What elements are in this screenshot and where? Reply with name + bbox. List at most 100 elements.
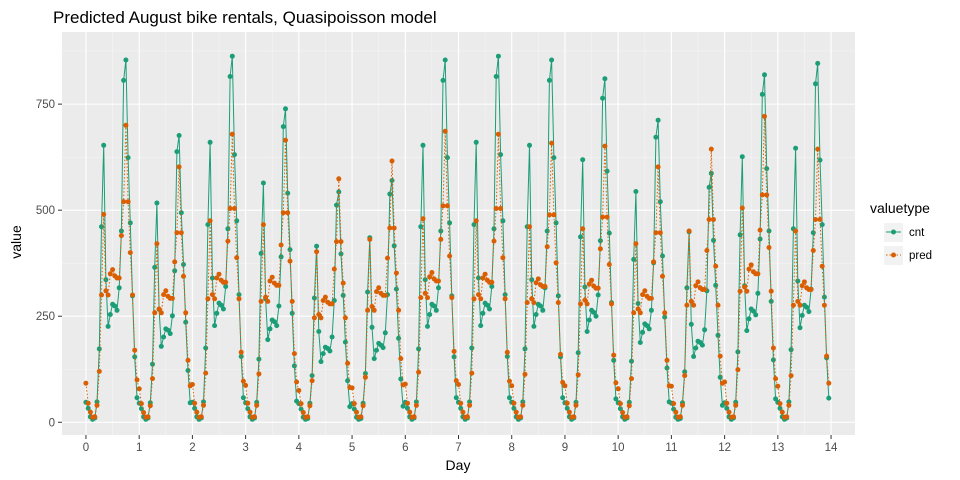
legend-key-pred: pred — [884, 246, 932, 265]
data-point-pred — [287, 258, 293, 264]
data-point-pred — [265, 298, 271, 304]
data-point-pred — [254, 402, 260, 408]
data-point-cnt — [757, 236, 763, 242]
data-point-cnt — [646, 326, 652, 332]
data-point-pred — [110, 267, 116, 273]
data-point-pred — [498, 206, 504, 211]
data-point-cnt — [693, 345, 699, 351]
data-point-pred — [156, 306, 162, 312]
y-tick-label: 750 — [36, 99, 55, 111]
data-point-cnt — [209, 275, 215, 281]
data-point-cnt — [267, 326, 273, 332]
data-point-pred — [617, 401, 623, 407]
data-point-cnt — [112, 303, 118, 309]
data-point-pred — [416, 369, 422, 375]
data-point-pred — [648, 295, 654, 301]
data-point-pred — [651, 259, 657, 265]
data-point-pred — [731, 414, 736, 420]
data-point-cnt — [702, 327, 708, 333]
data-point-pred — [759, 192, 765, 198]
data-point-pred — [169, 295, 175, 301]
data-point-cnt — [538, 303, 543, 309]
legend-key-cnt: cnt — [884, 223, 925, 242]
data-point-pred — [393, 270, 399, 276]
data-point-pred — [209, 292, 215, 298]
data-point-pred — [449, 295, 455, 301]
data-point-pred — [314, 249, 320, 255]
data-point-cnt — [662, 314, 668, 320]
data-point-cnt — [114, 307, 120, 313]
data-point-cnt — [826, 395, 832, 401]
data-point-cnt — [502, 292, 508, 298]
data-point-pred — [715, 302, 721, 308]
data-point-pred — [668, 383, 674, 389]
data-point-pred — [194, 409, 200, 415]
data-point-cnt — [225, 226, 231, 232]
data-point-pred — [680, 402, 685, 408]
data-point-cnt — [795, 278, 801, 284]
data-point-cnt — [529, 277, 535, 283]
data-point-pred — [768, 288, 774, 294]
data-point-cnt — [611, 357, 617, 363]
data-point-pred — [502, 296, 508, 302]
data-point-pred — [158, 310, 164, 316]
data-point-pred — [717, 353, 723, 359]
data-point-pred — [382, 292, 388, 298]
data-point-cnt — [600, 95, 606, 101]
data-point-pred — [633, 241, 639, 247]
data-point-pred — [123, 122, 129, 128]
data-point-pred — [529, 296, 535, 302]
data-point-cnt — [369, 324, 375, 330]
data-point-pred — [706, 217, 712, 222]
data-point-pred — [821, 302, 827, 308]
data-point-pred — [555, 300, 561, 306]
data-point-pred — [411, 414, 417, 420]
data-point-pred — [172, 259, 178, 265]
data-point-pred — [405, 400, 410, 406]
data-point-cnt — [172, 268, 178, 274]
data-point-cnt — [398, 376, 404, 382]
data-point-pred — [724, 400, 730, 406]
data-point-pred — [810, 248, 816, 253]
data-point-pred — [735, 367, 741, 373]
data-point-pred — [704, 248, 710, 253]
data-point-cnt — [380, 345, 386, 351]
legend-point-cnt — [891, 229, 896, 235]
data-point-pred — [602, 143, 608, 149]
data-point-cnt — [806, 309, 812, 315]
data-point-pred — [589, 277, 595, 283]
data-point-pred — [456, 382, 461, 387]
x-tick-label: 14 — [825, 442, 838, 454]
data-point-cnt — [580, 157, 586, 163]
data-point-pred — [138, 401, 144, 407]
data-point-cnt — [229, 53, 235, 59]
data-point-cnt — [688, 321, 694, 327]
data-point-pred — [245, 400, 251, 406]
data-point-cnt — [329, 334, 335, 340]
data-point-pred — [358, 414, 364, 420]
data-point-pred — [693, 283, 699, 289]
data-point-pred — [542, 284, 548, 289]
data-point-pred — [147, 403, 153, 409]
data-point-cnt — [101, 142, 107, 148]
x-tick-label: 1 — [136, 442, 142, 454]
data-point-cnt — [711, 237, 716, 243]
data-point-cnt — [793, 145, 799, 151]
x-tick-label: 3 — [242, 442, 248, 454]
data-point-cnt — [121, 77, 127, 83]
data-point-pred — [500, 255, 506, 261]
data-point-cnt — [276, 303, 282, 309]
data-point-cnt — [797, 325, 803, 331]
data-point-cnt — [436, 285, 441, 291]
data-point-pred — [318, 315, 324, 321]
data-point-pred — [491, 238, 497, 244]
data-point-pred — [354, 409, 359, 415]
data-point-pred — [216, 271, 222, 277]
data-point-pred — [509, 383, 515, 389]
data-point-cnt — [770, 357, 776, 363]
data-point-pred — [786, 402, 792, 408]
data-point-pred — [349, 385, 355, 391]
data-point-cnt — [442, 57, 448, 63]
data-point-pred — [573, 402, 579, 408]
data-point-pred — [438, 236, 444, 242]
